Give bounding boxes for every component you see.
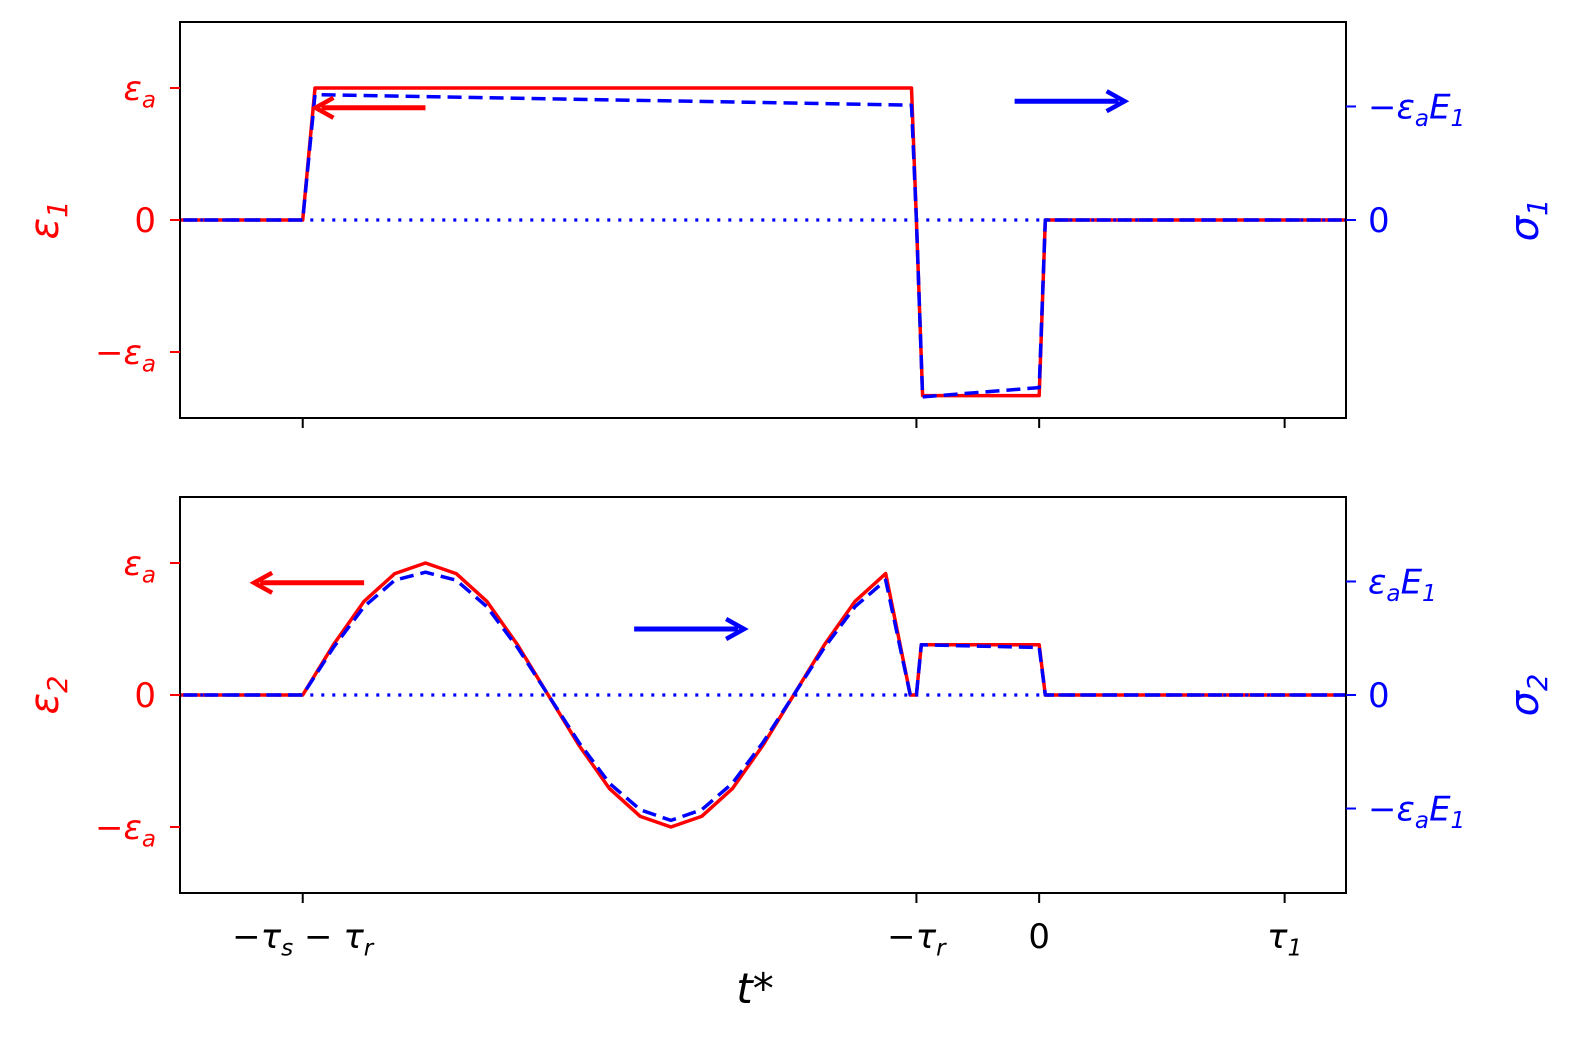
right-y-axis-label: σ1​ bbox=[1502, 199, 1554, 242]
right-y-tick-label: 0 bbox=[1368, 201, 1390, 241]
left-y-tick-label: −εa​ bbox=[95, 333, 156, 377]
right-y-tick-label: εa​E1​ bbox=[1368, 562, 1437, 606]
panel-2: εa​ 0 −εa​ εa​E1​ 0 −εa​E1​ ε2​ σ2​ bbox=[22, 496, 1554, 903]
series-line-solid bbox=[180, 561, 1346, 829]
series-group bbox=[180, 86, 1346, 399]
x-tick-label: −τr​ bbox=[887, 917, 947, 961]
right-y-tick-label: −εa​E1​ bbox=[1368, 87, 1465, 131]
x-tick-label: −τs​ − τr​ bbox=[232, 917, 375, 961]
left-y-tick-label: −εa​ bbox=[95, 808, 156, 852]
series-line-dashed bbox=[180, 92, 1346, 399]
right-y-tick-label: −εa​E1​ bbox=[1368, 790, 1465, 834]
right-y-tick-label: 0 bbox=[1368, 676, 1390, 716]
series-group bbox=[180, 561, 1346, 829]
left-y-axis-label: ε2​ bbox=[22, 676, 74, 715]
left-y-tick-label: εa​ bbox=[123, 69, 156, 113]
arrow-head bbox=[310, 95, 335, 120]
left-y-tick-label: εa​ bbox=[123, 544, 156, 588]
left-y-axis-label: ε1​ bbox=[22, 201, 74, 240]
arrow-head bbox=[249, 570, 274, 595]
right-y-axis-label: σ2​ bbox=[1502, 674, 1554, 717]
series-line-solid bbox=[180, 86, 1346, 398]
series-line-dashed bbox=[180, 570, 1346, 823]
x-tick-label: τ1​ bbox=[1267, 917, 1302, 961]
left-y-tick-label: 0 bbox=[134, 201, 156, 241]
arrow-head bbox=[1105, 89, 1130, 114]
panel-1: εa​ 0 −εa​ −εa​E1​ 0 ε1​ σ1​ bbox=[22, 21, 1554, 428]
arrow-head bbox=[725, 617, 749, 641]
x-axis-label: t* bbox=[736, 964, 773, 1013]
left-y-tick-label: 0 bbox=[134, 676, 156, 716]
x-tick-label: 0 bbox=[1028, 917, 1050, 957]
